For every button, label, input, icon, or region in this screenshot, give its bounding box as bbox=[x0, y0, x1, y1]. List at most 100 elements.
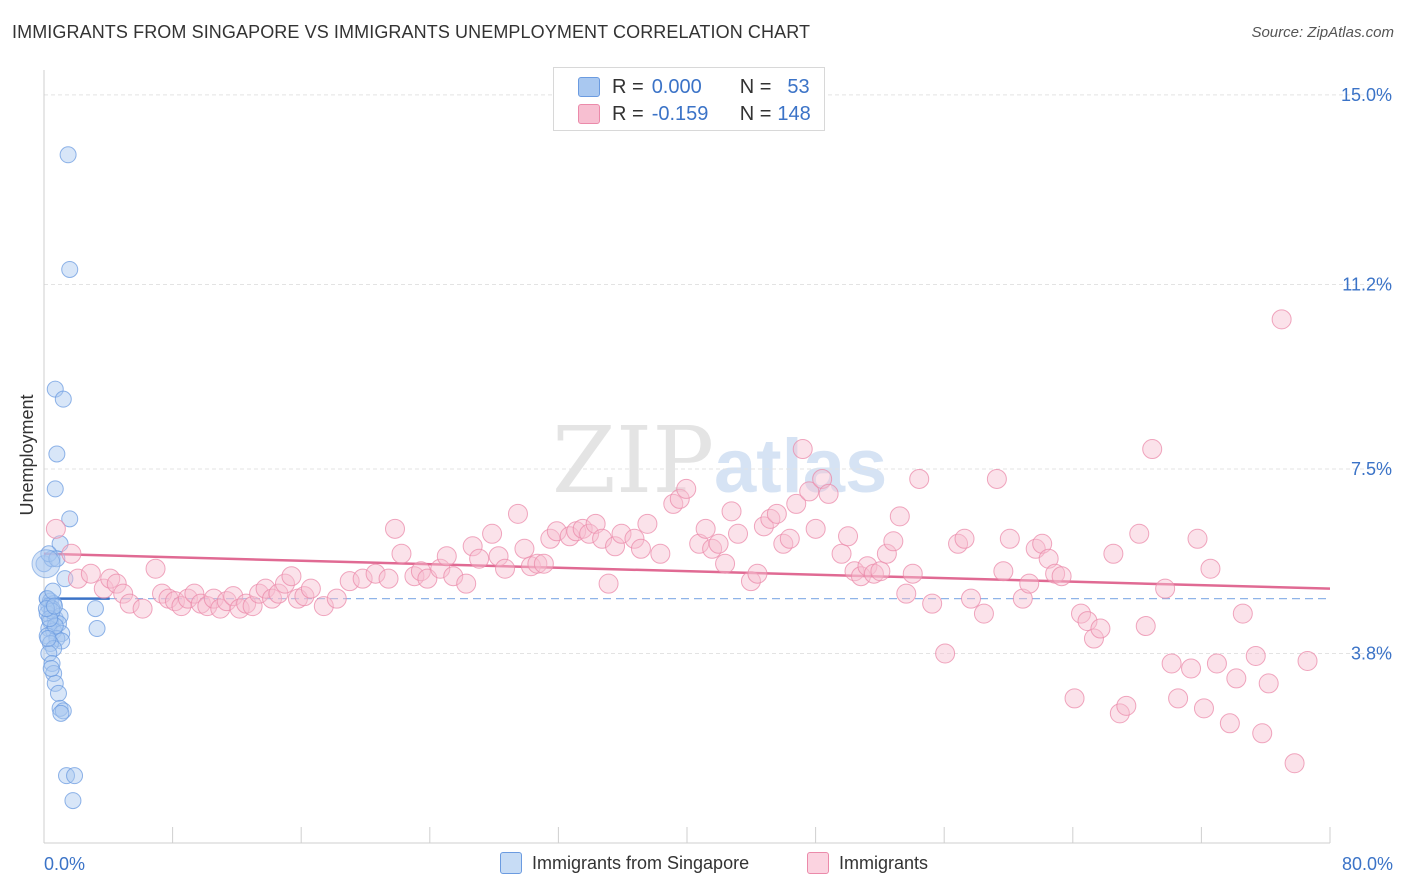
point-immigrants bbox=[993, 561, 1014, 582]
point-immigrants bbox=[850, 566, 871, 587]
point-immigrants bbox=[1193, 698, 1214, 719]
point-immigrants bbox=[883, 531, 904, 552]
point-immigrants bbox=[1155, 578, 1176, 599]
point-immigrants bbox=[533, 553, 554, 574]
point-singapore bbox=[40, 644, 58, 662]
point-immigrants bbox=[242, 596, 263, 617]
point-immigrants bbox=[1226, 668, 1247, 689]
point-immigrants bbox=[889, 506, 910, 527]
point-immigrants bbox=[585, 513, 606, 534]
point-singapore bbox=[54, 390, 72, 408]
point-immigrants bbox=[93, 578, 114, 599]
point-singapore bbox=[66, 767, 84, 785]
point-immigrants bbox=[436, 546, 457, 567]
point-immigrants bbox=[462, 536, 483, 557]
legend: Immigrants from Singapore Immigrants bbox=[0, 852, 1406, 878]
r-value: -0.159 bbox=[651, 102, 709, 125]
r-label: R = bbox=[612, 75, 644, 98]
chart-title: IMMIGRANTS FROM SINGAPORE VS IMMIGRANTS … bbox=[12, 22, 811, 42]
point-immigrants bbox=[902, 563, 923, 584]
y-tick-label: 7.5% bbox=[1351, 459, 1392, 479]
point-immigrants bbox=[106, 573, 127, 594]
trend-line-immigrants bbox=[43, 552, 1331, 590]
point-immigrants bbox=[326, 588, 347, 609]
y-axis-label: Unemployment bbox=[17, 394, 37, 515]
y-tick-label: 11.2% bbox=[1342, 274, 1392, 294]
point-immigrants bbox=[818, 483, 839, 504]
point-immigrants bbox=[378, 568, 399, 589]
point-immigrants bbox=[1064, 688, 1085, 709]
point-immigrants bbox=[805, 518, 826, 539]
point-immigrants bbox=[495, 558, 516, 579]
point-singapore bbox=[41, 610, 59, 628]
point-immigrants bbox=[1129, 523, 1150, 544]
point-immigrants bbox=[507, 503, 528, 524]
point-immigrants bbox=[831, 543, 852, 564]
point-singapore bbox=[61, 260, 79, 278]
point-singapore bbox=[42, 659, 60, 677]
point-immigrants bbox=[1271, 309, 1292, 330]
point-immigrants bbox=[352, 568, 373, 589]
point-immigrants bbox=[812, 468, 833, 489]
point-immigrants bbox=[1077, 611, 1098, 632]
point-singapore bbox=[64, 792, 82, 810]
point-singapore bbox=[52, 704, 70, 722]
point-immigrants bbox=[255, 578, 276, 599]
point-immigrants bbox=[482, 523, 503, 544]
point-immigrants bbox=[999, 528, 1020, 549]
point-immigrants bbox=[1038, 548, 1059, 569]
point-immigrants bbox=[1103, 543, 1124, 564]
r-value: 0.000 bbox=[651, 75, 702, 98]
point-immigrants bbox=[1083, 628, 1104, 649]
point-immigrants bbox=[1142, 439, 1163, 460]
point-immigrants bbox=[430, 558, 451, 579]
point-immigrants bbox=[876, 543, 897, 564]
point-singapore bbox=[45, 597, 63, 615]
point-immigrants bbox=[1051, 566, 1072, 587]
point-singapore bbox=[88, 620, 106, 638]
x-tick-label: 0.0% bbox=[44, 854, 85, 874]
point-immigrants bbox=[708, 533, 729, 554]
point-singapore bbox=[46, 480, 64, 498]
point-immigrants bbox=[67, 568, 88, 589]
point-immigrants bbox=[896, 583, 917, 604]
point-immigrants bbox=[281, 566, 302, 587]
point-immigrants bbox=[514, 538, 535, 559]
legend-swatch-singapore bbox=[500, 852, 522, 874]
point-immigrants bbox=[1019, 573, 1040, 594]
point-immigrants bbox=[792, 439, 813, 460]
legend-label: Immigrants from Singapore bbox=[532, 852, 750, 873]
point-immigrants bbox=[391, 543, 412, 564]
point-immigrants bbox=[1245, 645, 1266, 666]
point-immigrants bbox=[145, 558, 166, 579]
point-immigrants bbox=[592, 528, 613, 549]
point-immigrants bbox=[385, 518, 406, 539]
point-immigrants bbox=[1090, 618, 1111, 639]
point-immigrants bbox=[1032, 533, 1053, 554]
point-singapore bbox=[31, 549, 61, 579]
y-tick-label: 15.0% bbox=[1341, 85, 1392, 105]
legend-item-immigrants[interactable]: Immigrants bbox=[807, 852, 928, 874]
axes bbox=[43, 70, 1331, 844]
point-immigrants bbox=[1200, 558, 1221, 579]
watermark-zip: ZIP bbox=[552, 407, 714, 514]
point-singapore bbox=[54, 702, 72, 720]
point-singapore bbox=[44, 582, 62, 600]
point-immigrants bbox=[365, 563, 386, 584]
r-label: R = bbox=[612, 102, 644, 125]
legend-item-singapore[interactable]: Immigrants from Singapore bbox=[500, 852, 749, 874]
point-immigrants bbox=[184, 583, 205, 604]
point-immigrants bbox=[786, 493, 807, 514]
point-singapore bbox=[86, 600, 104, 618]
point-immigrants bbox=[715, 553, 736, 574]
tick-labels: 3.8% 7.5% 11.2% 15.0% 0.0% 80.0% bbox=[44, 85, 1393, 874]
point-immigrants bbox=[922, 593, 943, 614]
n-value: 53 bbox=[787, 75, 810, 98]
point-immigrants bbox=[1284, 753, 1305, 774]
point-immigrants bbox=[1012, 588, 1033, 609]
point-immigrants bbox=[669, 488, 690, 509]
point-immigrants bbox=[1206, 653, 1227, 674]
legend-label: Immigrants bbox=[839, 852, 929, 873]
point-immigrants bbox=[119, 593, 140, 614]
